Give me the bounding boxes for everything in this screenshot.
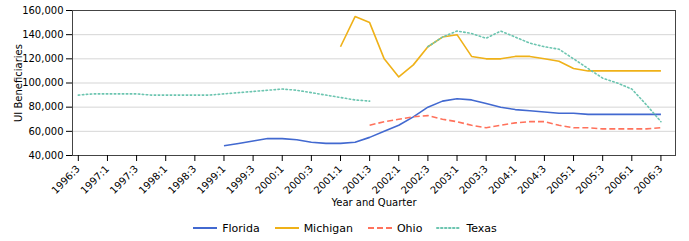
svg-text:2004:3: 2004:3 bbox=[515, 163, 548, 196]
svg-text:Year and Quarter: Year and Quarter bbox=[331, 197, 418, 208]
svg-text:2003:1: 2003:1 bbox=[428, 163, 461, 196]
svg-text:2006:1: 2006:1 bbox=[603, 163, 636, 196]
svg-text:80,000: 80,000 bbox=[29, 101, 64, 112]
svg-text:2000:3: 2000:3 bbox=[282, 163, 315, 196]
svg-text:2001:3: 2001:3 bbox=[341, 163, 374, 196]
svg-text:2003:3: 2003:3 bbox=[457, 163, 490, 196]
html-text:Ohio: Ohio bbox=[397, 221, 423, 235]
svg-text:2005:1: 2005:1 bbox=[545, 163, 578, 196]
svg-text:160,000: 160,000 bbox=[22, 5, 63, 16]
svg-text:2002:1: 2002:1 bbox=[370, 163, 403, 196]
svg-text:1997:3: 1997:3 bbox=[108, 163, 141, 196]
svg-text:1997:1: 1997:1 bbox=[78, 163, 111, 196]
html-text:Florida: Florida bbox=[222, 221, 260, 235]
svg-text:1998:3: 1998:3 bbox=[166, 163, 199, 196]
svg-text:1999:3: 1999:3 bbox=[224, 163, 257, 196]
svg-text:100,000: 100,000 bbox=[22, 77, 63, 88]
svg-text:2001:1: 2001:1 bbox=[312, 163, 345, 196]
svg-text:140,000: 140,000 bbox=[22, 29, 63, 40]
svg-text:UI Beneficiaries: UI Beneficiaries bbox=[13, 44, 24, 122]
svg-text:40,000: 40,000 bbox=[29, 150, 64, 161]
svg-text:1999:1: 1999:1 bbox=[195, 163, 228, 196]
svg-text:2005:3: 2005:3 bbox=[574, 163, 607, 196]
svg-text:2002:3: 2002:3 bbox=[399, 163, 432, 196]
html-text:Michigan: Michigan bbox=[303, 221, 353, 235]
svg-text:2004:1: 2004:1 bbox=[486, 163, 519, 196]
html-text:Texas: Texas bbox=[466, 221, 497, 235]
svg-text:1996:3: 1996:3 bbox=[49, 163, 82, 196]
svg-text:60,000: 60,000 bbox=[29, 126, 64, 137]
svg-text:1998:1: 1998:1 bbox=[137, 163, 170, 196]
svg-text:120,000: 120,000 bbox=[22, 53, 63, 64]
svg-text:2006:3: 2006:3 bbox=[632, 163, 665, 196]
svg-text:2000:1: 2000:1 bbox=[253, 163, 286, 196]
